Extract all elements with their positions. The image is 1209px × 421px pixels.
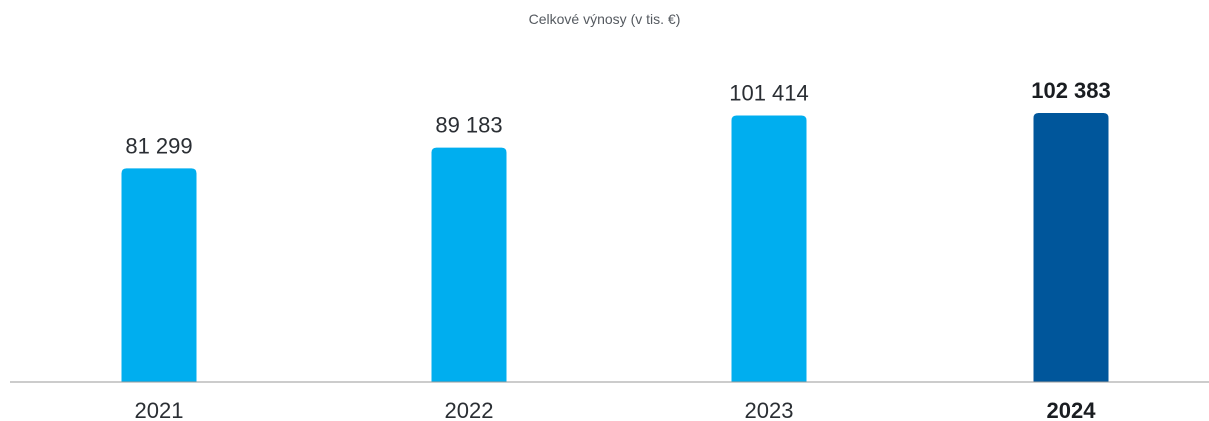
chart-title: Celkové výnosy (v tis. €) [529,11,681,27]
bar-2023 [731,115,807,383]
value-label-2021: 81 299 [125,133,192,158]
x-tick-label-2021: 2021 [135,398,184,421]
value-label-2023: 101 414 [729,81,809,106]
labels-layer: 81 299 2021 89 183 2022 101 414 2023 102 383 20… [125,78,1110,421]
x-tick-label-2024: 2024 [1047,398,1097,421]
value-label-2022: 89 183 [435,113,502,138]
bar-2021 [121,168,197,382]
x-tick-label-2022: 2022 [445,398,494,421]
bar-2022 [431,147,507,382]
value-label-2024: 102 383 [1031,78,1111,103]
x-tick-label-2023: 2023 [745,398,794,421]
bars-layer [121,113,1109,383]
bar-2024 [1033,113,1109,382]
